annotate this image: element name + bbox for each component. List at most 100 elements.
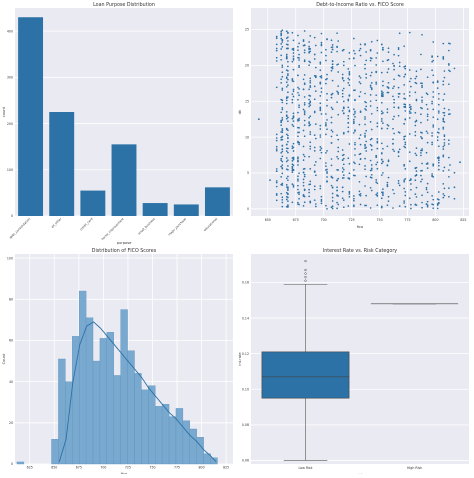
- y-tick-label: 0.10: [242, 387, 249, 391]
- scatter-point: [347, 68, 350, 70]
- scatter-point: [319, 108, 322, 111]
- scatter-point: [309, 145, 312, 148]
- scatter-point: [280, 159, 283, 162]
- scatter-point: [330, 158, 333, 160]
- bar: [80, 190, 106, 216]
- scatter-point: [426, 93, 429, 96]
- scatter-point: [442, 83, 445, 86]
- scatter-point: [313, 134, 316, 136]
- scatter-point: [326, 180, 328, 182]
- scatter-point: [280, 81, 283, 84]
- scatter-point: [308, 94, 310, 97]
- bar: [204, 187, 230, 216]
- scatter-point: [347, 157, 350, 160]
- scatter-point: [275, 139, 278, 142]
- scatter-point: [320, 202, 323, 205]
- scatter-point: [298, 172, 300, 175]
- scatter-point: [331, 200, 334, 202]
- scatter-point: [421, 33, 423, 36]
- scatter-point: [275, 43, 278, 46]
- scatter-point: [420, 131, 422, 134]
- scatter-point: [347, 117, 350, 120]
- scatter-point: [387, 86, 390, 89]
- scatter-point: [380, 71, 383, 74]
- scatter-point: [313, 58, 316, 60]
- scatter-point: [370, 40, 373, 43]
- scatter-point: [326, 73, 328, 76]
- scatter-point: [443, 93, 446, 95]
- scatter-point: [302, 178, 305, 181]
- scatter-point: [281, 45, 284, 48]
- scatter-point: [341, 89, 344, 92]
- scatter-point: [319, 136, 322, 138]
- scatter-point: [331, 207, 334, 210]
- scatter-point: [453, 197, 456, 200]
- scatter-point: [410, 207, 412, 210]
- scatter-point: [298, 104, 300, 107]
- scatter-point: [275, 137, 278, 139]
- scatter-point: [448, 139, 450, 142]
- scatter-point: [336, 201, 338, 204]
- scatter-point: [298, 59, 300, 61]
- scatter-point: [314, 203, 317, 205]
- scatter-point: [393, 106, 395, 109]
- scatter-point: [387, 68, 390, 70]
- scatter-point: [426, 205, 429, 208]
- y-tick-label: 0: [11, 462, 13, 466]
- scatter-point: [291, 60, 294, 63]
- scatter-point: [369, 74, 372, 77]
- y-tick-label: 15: [245, 99, 249, 103]
- scatter-point: [285, 81, 288, 84]
- scatter-point: [436, 55, 439, 58]
- scatter-point: [341, 77, 344, 80]
- scatter-point: [319, 185, 322, 187]
- scatter-point: [348, 72, 351, 75]
- scatter-point: [287, 91, 289, 94]
- scatter-point: [281, 64, 284, 67]
- y-tick-label: 20: [245, 64, 249, 68]
- scatter-point: [291, 147, 294, 150]
- scatter-point: [358, 193, 361, 196]
- kde-line: [58, 321, 217, 463]
- scatter-point: [420, 154, 422, 157]
- scatter-point: [336, 168, 338, 171]
- scatter-point: [303, 167, 306, 170]
- scatter-point: [404, 205, 407, 208]
- scatter-point: [442, 193, 445, 195]
- scatter-point: [287, 73, 289, 75]
- scatter-point: [436, 80, 439, 82]
- scatter-point: [370, 173, 373, 176]
- scatter-point: [359, 43, 362, 46]
- scatter-point: [330, 93, 333, 96]
- bar: [173, 204, 199, 216]
- scatter-point: [275, 193, 278, 195]
- scatter-point: [353, 174, 355, 177]
- scatter-point: [325, 162, 327, 164]
- scatter-point: [292, 125, 295, 128]
- scatter-point: [453, 67, 456, 70]
- scatter-point: [392, 127, 394, 130]
- scatter-point: [364, 134, 366, 137]
- scatter-point: [292, 158, 295, 161]
- scatter-point: [308, 191, 310, 194]
- scatter-point: [347, 114, 350, 117]
- scatter-point: [380, 43, 383, 46]
- scatter-point: [298, 119, 300, 122]
- scatter-point: [437, 128, 440, 130]
- scatter-point: [336, 50, 338, 53]
- histogram-bar: [175, 408, 184, 465]
- scatter-point: [443, 114, 446, 117]
- scatter-point: [369, 93, 372, 96]
- scatter-point: [364, 108, 366, 110]
- scatter-point: [313, 164, 316, 166]
- scatter-point: [369, 105, 372, 107]
- scatter-point: [442, 170, 445, 172]
- y-axis-label: count: [2, 106, 6, 117]
- scatter-point: [437, 132, 440, 134]
- scatter-point: [320, 41, 323, 44]
- scatter-point: [285, 117, 288, 120]
- scatter-point: [287, 189, 289, 192]
- scatter-point: [298, 42, 300, 45]
- scatter-point: [442, 196, 445, 199]
- scatter-point: [337, 150, 340, 153]
